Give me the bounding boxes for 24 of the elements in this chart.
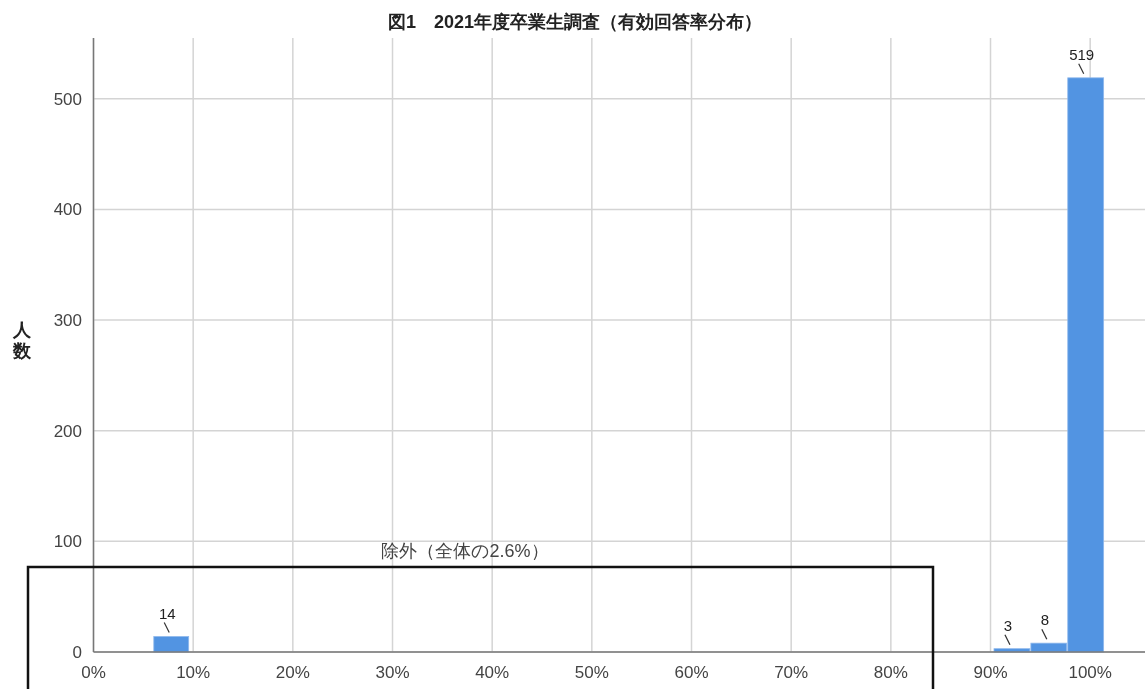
x-tick-label: 70% <box>774 663 809 682</box>
y-tick-label: 500 <box>53 89 82 109</box>
x-tick-label: 80% <box>873 663 908 682</box>
y-tick-label: 100 <box>53 532 82 552</box>
x-tick-label: 60% <box>674 663 709 682</box>
x-tick-label: 50% <box>574 663 609 682</box>
data-label: 519 <box>1069 45 1095 63</box>
y-axis-title: 人数 <box>12 320 32 361</box>
annotation: 除外（全体の2.6%） <box>381 541 549 561</box>
y-tick-label: 400 <box>53 200 82 220</box>
y-tick-label: 0 <box>72 643 82 662</box>
x-tick-label: 40% <box>475 663 510 682</box>
x-tick-label: 10% <box>176 663 211 682</box>
data-label: 8 <box>1040 611 1049 629</box>
x-tick-label: 0% <box>81 663 106 682</box>
x-tick-label: 90% <box>973 663 1008 682</box>
data-label: 14 <box>158 604 176 622</box>
data-label: 3 <box>1003 616 1013 634</box>
x-tick-label: 20% <box>275 663 310 682</box>
chart-title: 図1 2021年度卒業生調査（有効回答率分布） <box>387 12 763 32</box>
y-tick-label: 200 <box>53 421 82 441</box>
y-tick-label: 300 <box>53 311 82 331</box>
x-tick-label: 30% <box>375 663 410 682</box>
x-tick-label: 100% <box>1068 663 1112 682</box>
